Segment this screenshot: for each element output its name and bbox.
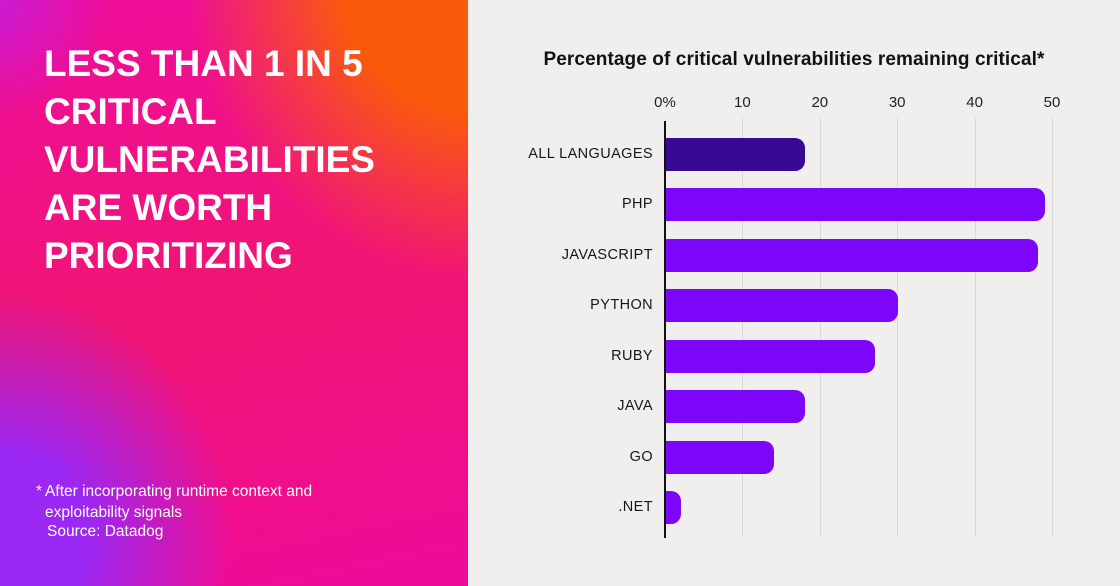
bar	[666, 339, 875, 373]
gradient-panel: LESS THAN 1 IN 5 CRITICAL VULNERABILITIE…	[0, 0, 468, 586]
bar-chart: 0% 10 20 30 40 50 ALL LANGUAGES PHP JAVASCRIPT P…	[468, 0, 1120, 586]
headline-line: LESS THAN 1 IN 5	[44, 43, 363, 84]
chart-title: Percentage of critical vulnerabilities r…	[543, 49, 1045, 70]
bar	[666, 238, 1038, 272]
gridline	[742, 118, 744, 537]
bar-label: ALL LANGUAGES	[528, 145, 653, 162]
x-tick-label: 30	[888, 94, 906, 111]
bar-label: RUBY	[611, 347, 653, 364]
bar-label: JAVASCRIPT	[561, 246, 653, 263]
footnote: * After incorporating runtime context an…	[36, 481, 366, 523]
headline: LESS THAN 1 IN 5 CRITICAL VULNERABILITIE…	[44, 40, 444, 280]
footnote-asterisk: *	[36, 483, 43, 500]
chart-panel: Percentage of critical vulnerabilities r…	[468, 0, 1120, 586]
bar-label: PYTHON	[590, 297, 653, 313]
gridline	[1052, 118, 1053, 537]
x-tick-label: 40	[966, 94, 983, 111]
source-text: Source: Datadog	[47, 523, 164, 540]
bar	[666, 491, 682, 524]
bar	[666, 289, 899, 322]
headline-line: PRIORITIZING	[44, 235, 293, 276]
bar-label: GO	[629, 448, 653, 465]
bar	[666, 137, 806, 171]
x-tick-label: 0%	[654, 94, 676, 111]
gridline	[974, 118, 976, 537]
x-tick-label: 20	[811, 94, 829, 111]
bar	[666, 188, 1046, 221]
bar-label: JAVA	[617, 398, 653, 414]
bar-label: PHP	[621, 196, 653, 212]
x-tick-label: 10	[734, 94, 751, 111]
headline-line: CRITICAL	[44, 91, 217, 132]
bar	[666, 440, 775, 474]
gridline	[897, 118, 899, 537]
gridline	[819, 118, 821, 537]
headline-line: VULNERABILITIES	[44, 139, 375, 180]
bar-label: .NET	[618, 499, 653, 515]
bar	[666, 390, 806, 423]
x-tick-label: 50	[1043, 94, 1061, 111]
headline-line: ARE WORTH	[44, 187, 273, 228]
y-axis-line	[664, 121, 666, 538]
footnote-text: After incorporating runtime context and …	[45, 483, 313, 521]
